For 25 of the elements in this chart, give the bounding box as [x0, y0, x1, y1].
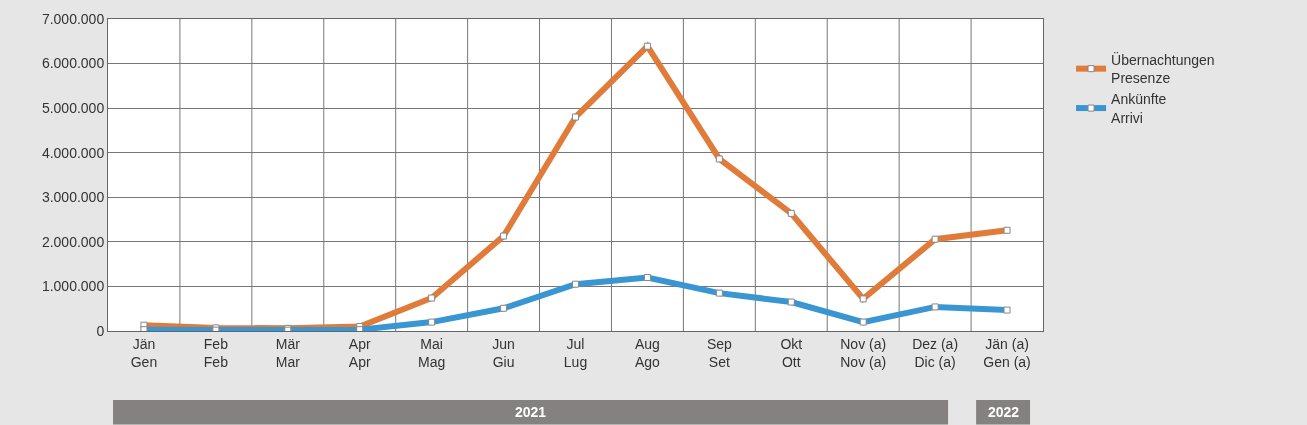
y-tick-label: 2.000.000: [41, 233, 105, 250]
y-tick-label: 7.000.000: [41, 10, 105, 27]
y-tick-label: 0: [96, 322, 105, 339]
x-tick-label: Nov (a) Nov (a): [840, 335, 887, 370]
y-tick-label: 1.000.000: [41, 278, 105, 295]
legend-label: Ankünfte Arrivi: [1111, 91, 1167, 126]
x-tick-label: Jun Giu: [492, 335, 515, 370]
x-tick-label: Jän Gen: [130, 335, 158, 370]
x-tick-label: Jul Lug: [563, 335, 588, 370]
y-tick-label: 6.000.000: [41, 55, 105, 72]
x-tick-label: Aug Ago: [634, 335, 661, 370]
x-tick-label: Okt Ott: [780, 335, 803, 370]
x-tick-label: Feb Feb: [203, 335, 229, 370]
x-tick-label: Apr Apr: [348, 335, 371, 370]
x-tick-label: Jän (a) Gen (a): [983, 335, 1031, 370]
y-tick-label: 3.000.000: [41, 189, 105, 206]
x-tick-label: Dez (a) Dic (a): [912, 335, 959, 370]
y-tick-label: 5.000.000: [41, 100, 105, 117]
text: 2022: [988, 404, 1020, 420]
x-tick-label: Mär Mar: [275, 335, 301, 370]
text: 2021: [515, 404, 547, 420]
x-tick-label: Mai Mag: [418, 335, 446, 370]
legend-label: Übernachtungen Presenze: [1111, 51, 1215, 87]
y-tick-label: 4.000.000: [41, 144, 105, 161]
x-tick-label: Sep Set: [706, 335, 733, 370]
